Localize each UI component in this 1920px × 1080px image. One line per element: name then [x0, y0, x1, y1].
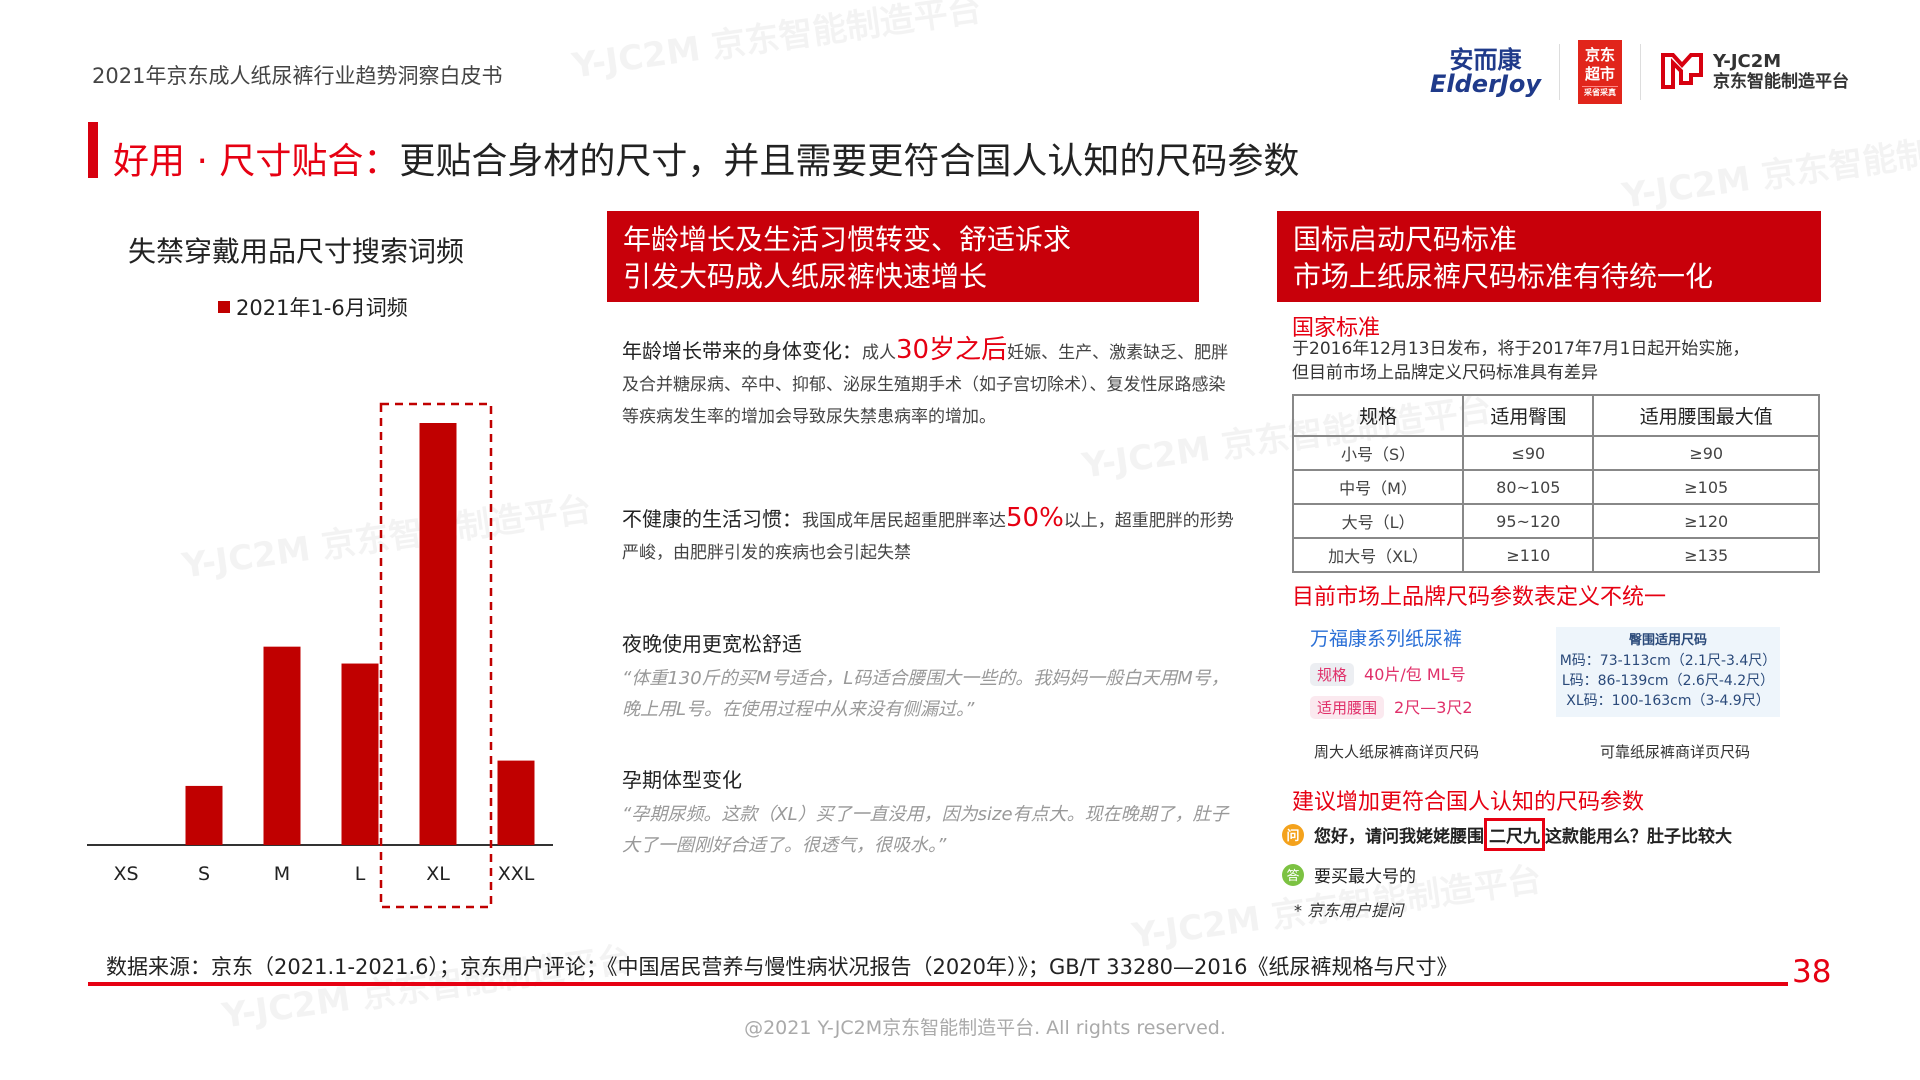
logo-group: 安而康 ElderJoy 京东超市 采省采真 Y-JC2M 京东智能制造平台	[1430, 40, 1849, 104]
chart-legend: 2021年1-6月词频	[218, 292, 408, 322]
brand2-size-card: 臀围适用尺码 M码：73-113cm（2.1尺-3.4尺） L码：86-139cm…	[1556, 627, 1780, 717]
bar-s	[185, 785, 223, 845]
data-source: 数据来源：京东（2021.1-2021.6）；京东用户评论；《中国居民营养与慢性…	[106, 955, 1458, 979]
page-number: 38	[1792, 954, 1832, 990]
answer: 答 要买最大号的	[1282, 862, 1416, 887]
x-tick-label: XS	[113, 863, 138, 885]
yjc2m-mark-icon	[1660, 53, 1703, 89]
user-question: 问 您好，请问我姥姥腰围 二尺九 这款能用么？肚子比较大	[1282, 818, 1732, 851]
question-icon: 问	[1282, 823, 1304, 846]
brand1-caption: 周大人纸尿裤商详页尺码	[1314, 743, 1480, 761]
brand-inconsistency-heading: 目前市场上品牌尺码参数表定义不统一	[1292, 585, 1667, 610]
table-row: 加大号（XL） ≥110 ≥135	[1291, 537, 1820, 573]
x-tick-label: M	[274, 863, 290, 885]
x-tick-label: XXL	[498, 863, 535, 885]
section-body-change: 年龄增长带来的身体变化：成人30岁之后妊娠、生产、激素缺乏、肥胖及合并糖尿病、卒…	[622, 335, 1229, 427]
table-row: 中号（M） 80~105 ≥105	[1291, 469, 1820, 505]
section-pregnancy: 孕期体型变化 “孕期尿频。这款（XL）买了一直没用，因为size有点大。现在晚期…	[622, 764, 1242, 861]
divider	[1558, 44, 1560, 100]
user-quote: “孕期尿频。这款（XL）买了一直没用，因为size有点大。现在晚期了，肚子大了一…	[622, 804, 1229, 856]
yjc2m-logo: Y-JC2M 京东智能制造平台	[1659, 49, 1849, 95]
footer-divider	[88, 982, 1788, 986]
middle-header-box: 年龄增长及生活习惯转变、舒适诉求 引发大码成人纸尿裤快速增长	[607, 211, 1199, 302]
suggestion-heading: 建议增加更符合国人认知的尺码参数	[1292, 790, 1645, 815]
national-standard-heading: 国家标准	[1292, 316, 1381, 341]
highlight-box: 二尺九	[1484, 818, 1545, 851]
section-unhealthy-habits: 不健康的生活习惯：我国成年居民超重肥胖率达50%以上，超重肥胖的形势严峻，由肥胖…	[622, 503, 1234, 563]
brand1-size-card: 万福康系列纸尿裤 规格 40片/包 ML号 适用腰围 2尺—3尺2	[1310, 628, 1473, 719]
brand2-caption: 可靠纸尿裤商详页尺码	[1600, 743, 1751, 761]
bar-l	[341, 663, 379, 845]
watermark: Y-JC2M 京东智能制造平台	[569, 0, 984, 87]
x-tick-label: S	[198, 863, 210, 885]
chart-title: 失禁穿戴用品尺寸搜索词频	[128, 235, 465, 268]
x-tick-label: L	[355, 863, 366, 885]
bar-xl	[419, 423, 457, 845]
size-standard-table: 规格 适用臀围 适用腰围最大值 小号（S） ≤90 ≥90 中号（M） 80~105 ≥10…	[1291, 394, 1820, 573]
bar-m	[263, 646, 301, 845]
legend-swatch	[218, 301, 230, 313]
x-tick-label: XL	[426, 863, 450, 885]
bar-xxl	[497, 760, 535, 845]
document-title: 2021年京东成人纸尿裤行业趋势洞察白皮书	[92, 64, 503, 88]
bar-chart: XS S M L XL XXL	[87, 402, 553, 909]
table-header-row: 规格 适用臀围 适用腰围最大值	[1291, 394, 1820, 437]
source-note: * 京东用户提问	[1294, 901, 1404, 920]
watermark: Y-JC2M 京东智能制造平台	[1619, 112, 1920, 218]
table-row: 大号（L） 95~120 ≥120	[1291, 503, 1820, 539]
national-standard-text: 于2016年12月13日发布，将于2017年7月1日起开始实施， 但目前市场上品牌…	[1292, 339, 1750, 383]
answer-icon: 答	[1282, 863, 1304, 886]
user-quote: “体重130斤的买M号适合，L码适合腰围大一些的。我妈妈一般白天用M号，晚上用L…	[622, 668, 1229, 720]
divider	[1639, 44, 1641, 100]
elderjoy-logo: 安而康 ElderJoy	[1430, 46, 1541, 98]
title-accent-bar	[88, 122, 98, 178]
page-title: 好用 · 尺寸贴合：更贴合身材的尺寸，并且需要更符合国人认知的尺码参数	[113, 141, 1300, 182]
right-header-box: 国标启动尺码标准 市场上纸尿裤尺码标准有待统一化	[1277, 211, 1821, 302]
jd-supermarket-logo: 京东超市 采省采真	[1577, 40, 1622, 104]
copyright: @2021 Y-JC2M京东智能制造平台. All rights reserve…	[744, 1017, 1226, 1039]
section-night-use: 夜晚使用更宽松舒适 “体重130斤的买M号适合，L码适合腰围大一些的。我妈妈一般…	[622, 628, 1242, 725]
table-row: 小号（S） ≤90 ≥90	[1291, 435, 1820, 471]
